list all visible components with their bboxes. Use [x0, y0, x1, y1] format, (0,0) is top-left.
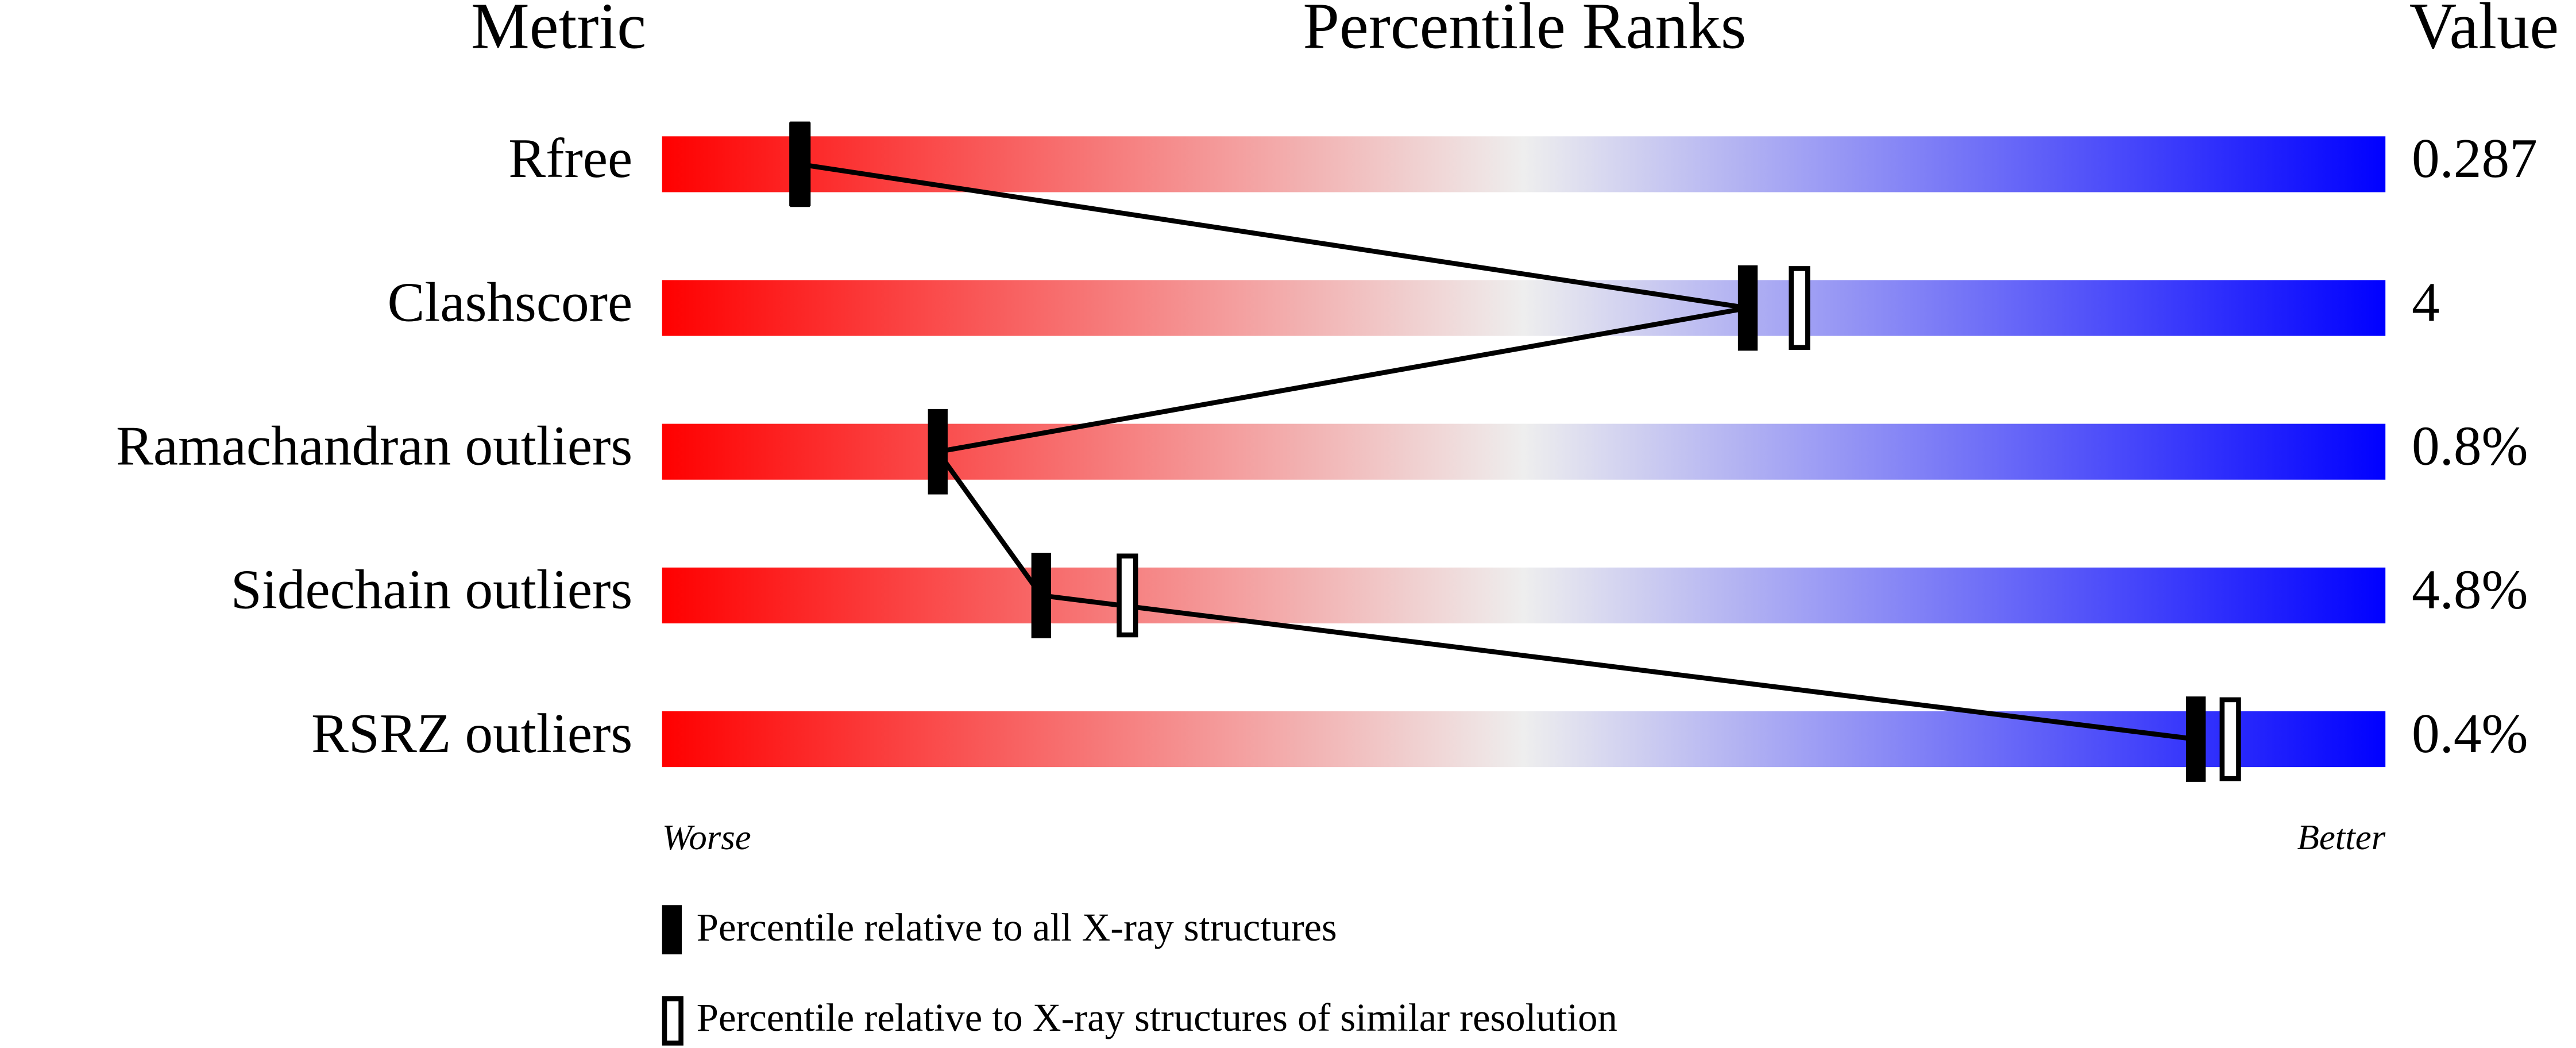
better-label: Better [2297, 817, 2385, 857]
metric-label: Clashscore [388, 271, 633, 333]
all-marker [2185, 696, 2206, 782]
worse-label: Worse [662, 817, 751, 857]
legend-swatch-filled [662, 905, 682, 955]
legend-entry: Percentile relative to X-ray structures … [697, 996, 1617, 1039]
metric-value: 0.8% [2412, 415, 2528, 477]
all-marker [1031, 553, 1051, 638]
metric-value: 0.287 [2412, 128, 2538, 190]
metric-value: 0.4% [2412, 703, 2528, 765]
percentile-bar [662, 567, 2386, 623]
all-marker [1737, 265, 1758, 351]
metric-label: Rfree [508, 128, 632, 190]
all-marker [790, 121, 810, 207]
all-marker [928, 409, 948, 495]
value-header: Value [2409, 0, 2559, 62]
legend-entry: Percentile relative to all X-ray structu… [697, 906, 1337, 949]
percentile-bar [662, 280, 2386, 336]
metric-header: Metric [471, 0, 646, 62]
percentile-bar [662, 711, 2386, 768]
similar-marker [2219, 697, 2241, 781]
similar-marker [1789, 266, 1810, 350]
metric-value: 4.8% [2412, 559, 2528, 621]
metric-label: Sidechain outliers [231, 559, 632, 621]
percentile-header: Percentile Ranks [1303, 0, 1746, 62]
percentile-bar [662, 136, 2386, 192]
legend-swatch-open [662, 996, 683, 1046]
similar-marker [1117, 553, 1138, 638]
metric-label: RSRZ outliers [311, 703, 632, 765]
percentile-bar [662, 423, 2386, 480]
metric-value: 4 [2412, 271, 2440, 333]
metric-label: Ramachandran outliers [116, 415, 632, 477]
